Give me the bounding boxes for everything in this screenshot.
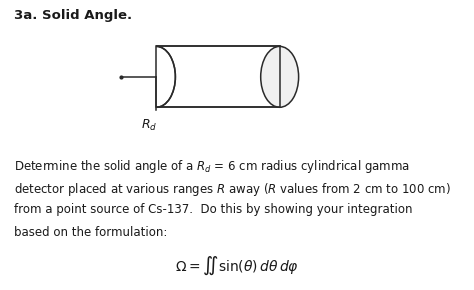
Text: from a point source of Cs-137.  Do this by showing your integration: from a point source of Cs-137. Do this b… bbox=[14, 203, 413, 216]
Bar bbox=[135, 45, 156, 109]
Ellipse shape bbox=[261, 46, 299, 107]
Text: $R_d$: $R_d$ bbox=[141, 117, 157, 133]
Text: based on the formulation:: based on the formulation: bbox=[14, 226, 168, 239]
Text: $R$: $R$ bbox=[135, 47, 145, 60]
Text: 3a. Solid Angle.: 3a. Solid Angle. bbox=[14, 9, 132, 22]
Text: $\Omega = \iint \sin(\theta)\, d\theta\, d\varphi$: $\Omega = \iint \sin(\theta)\, d\theta\,… bbox=[175, 255, 299, 277]
Text: Determine the solid angle of a $R_d$ = 6 cm radius cylindrical gamma: Determine the solid angle of a $R_d$ = 6… bbox=[14, 158, 410, 175]
Bar bbox=[156, 46, 280, 107]
Text: detector placed at various ranges $R$ away ($R$ values from 2 cm to 100 cm): detector placed at various ranges $R$ aw… bbox=[14, 181, 451, 198]
Bar bbox=[156, 46, 280, 107]
Ellipse shape bbox=[137, 46, 175, 107]
